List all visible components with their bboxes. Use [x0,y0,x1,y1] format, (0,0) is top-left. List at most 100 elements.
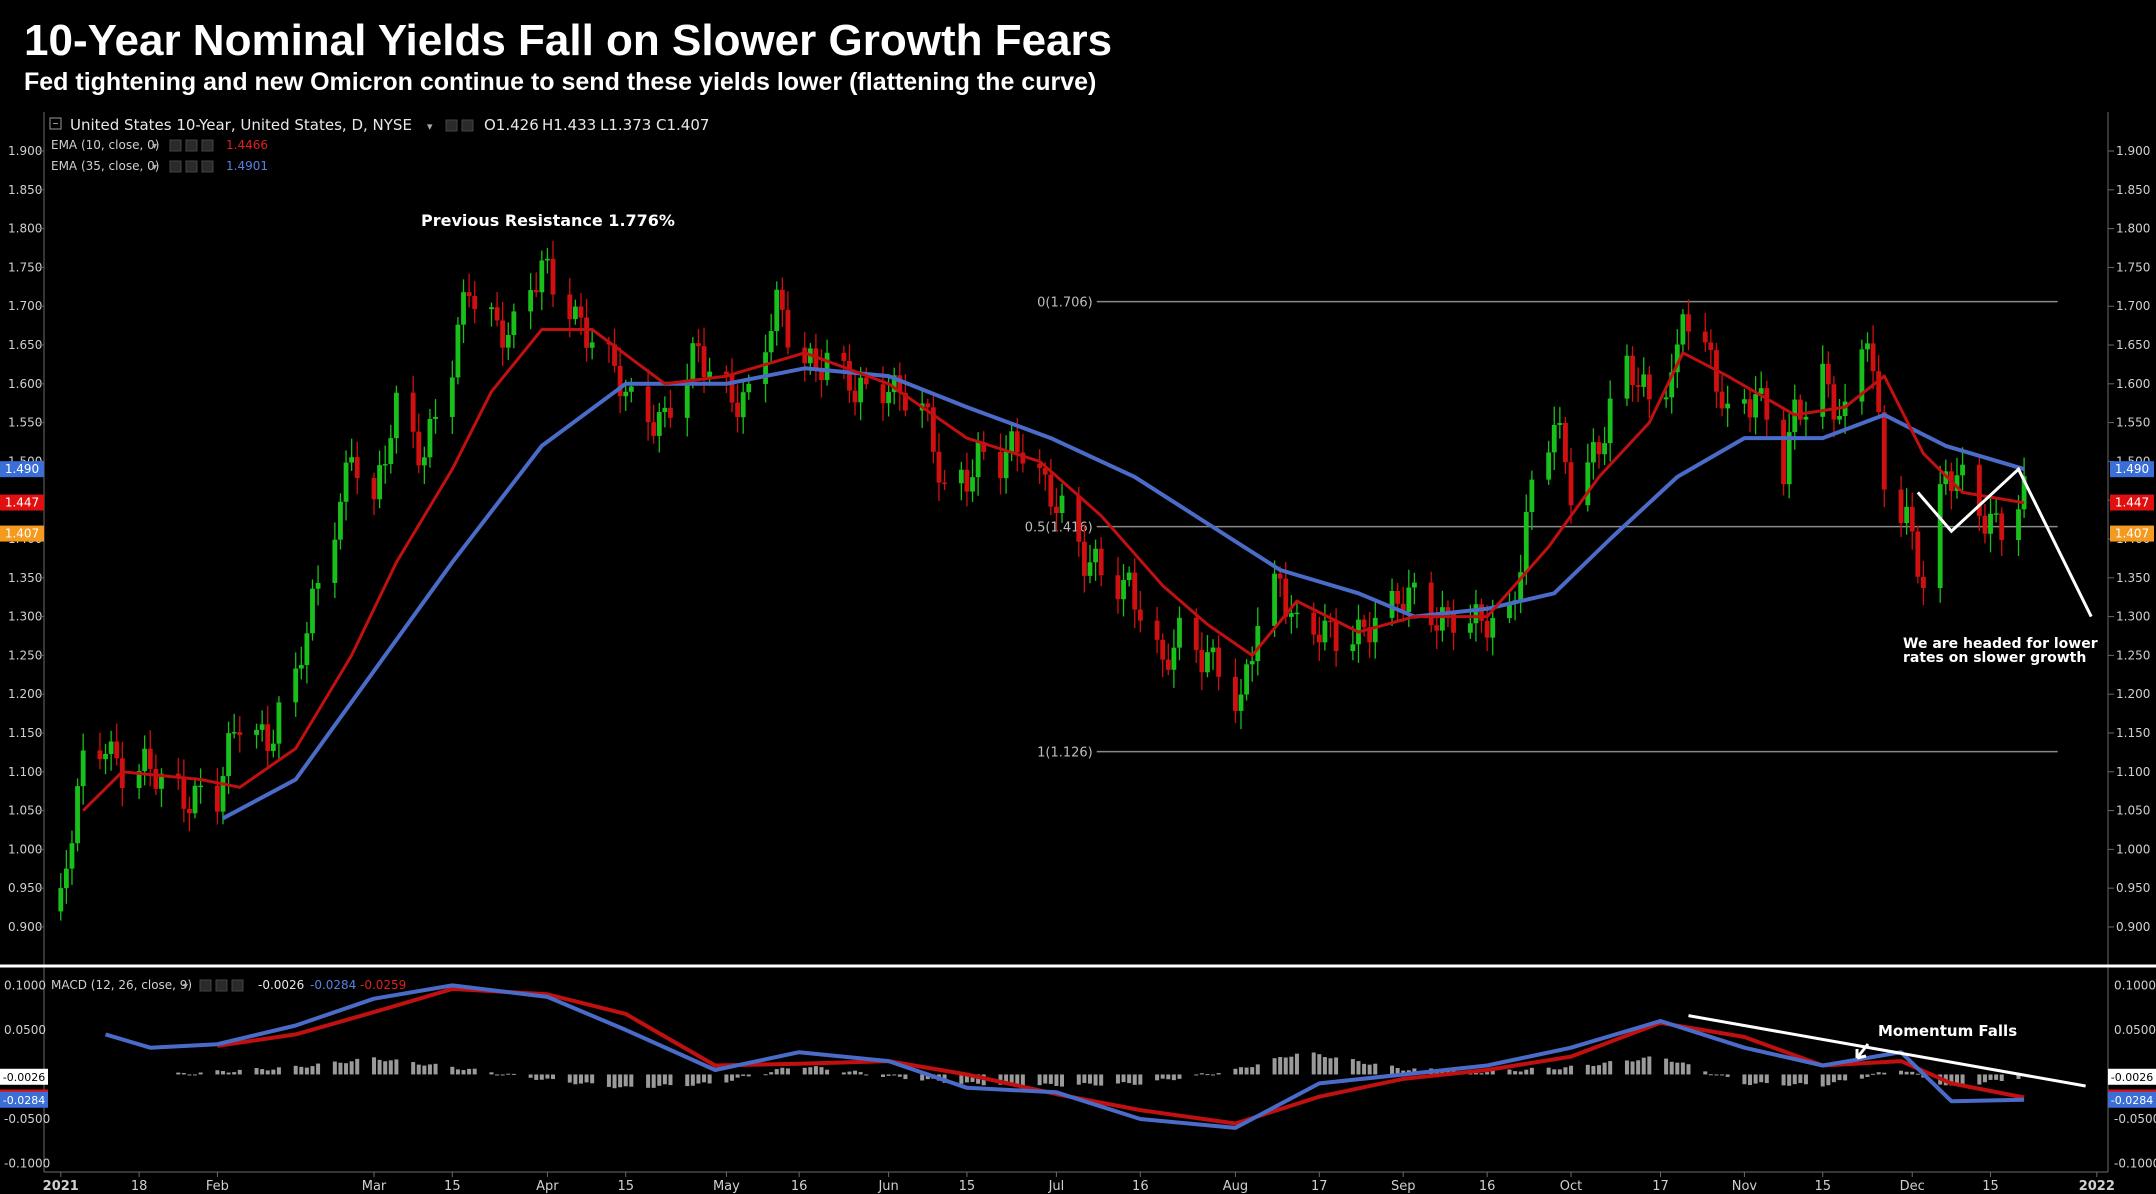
histogram-bar [1048,1074,1053,1084]
histogram-bar [1630,1061,1635,1075]
close-icon[interactable] [201,139,214,152]
histogram-bar [1099,1074,1104,1086]
chart-subtitle: Fed tightening and new Omicron continue … [24,68,1097,96]
candle-body [1831,384,1837,420]
histogram-bar [774,1069,779,1075]
ema-10-line [82,328,2025,812]
histogram-bar [220,1071,225,1075]
candle-body [1674,344,1680,373]
candle-body [159,773,164,789]
histogram-bar [187,1074,192,1076]
histogram-bar [1585,1064,1590,1075]
histogram-bar [1076,1074,1081,1085]
candle-body [1132,572,1138,610]
fib-level-label: 0(1.706) [1037,296,1093,311]
candle-body [863,377,869,385]
eye-icon[interactable] [445,119,458,132]
candle-body [1859,349,1865,402]
candle-body [1316,634,1322,643]
x-tick-label: Dec [1900,1179,1925,1194]
price-badge-left-text: 1.490 [5,462,39,476]
macd-signal-line [217,986,2025,1126]
candle-body [103,753,108,760]
candle-body [1596,442,1602,455]
settings-icon[interactable] [185,139,198,152]
collapse-icon[interactable] [49,117,62,130]
eye-icon[interactable] [169,139,182,152]
candle-body [886,392,892,404]
candle-body [449,377,455,417]
histogram-bar [925,1074,930,1080]
macd-label[interactable]: MACD (12, 26, close, 9) [51,978,192,992]
settings-icon[interactable] [461,119,474,132]
candle-body [763,352,768,384]
x-tick-label: Nov [1732,1179,1758,1194]
candle-body [1747,399,1753,418]
macd-badge-right [2108,1068,2156,1085]
macd-tick-label-right: -0.1000 [2114,1157,2156,1171]
settings-icon[interactable] [185,160,198,173]
close-icon[interactable] [201,160,214,173]
candle-body [1255,625,1261,662]
histogram-bar [1764,1074,1769,1084]
ema10-label[interactable]: EMA (10, close, 0) [51,138,159,152]
histogram-bar [545,1074,550,1079]
histogram-bar [450,1066,455,1075]
histogram-bar [500,1074,505,1076]
candle-body [421,457,427,466]
histogram-bar [1871,1073,1876,1075]
y-tick-label-left: 1.850 [8,183,42,197]
price-badges: 1.490 1.490 1.447 1.447 1.407 1.407 [0,461,2154,542]
histogram-bar [886,1074,891,1076]
histogram-bar [853,1070,858,1075]
candle-body [1725,403,1731,409]
candle-body [343,462,349,502]
candle-body [936,451,942,483]
eye-icon[interactable] [169,160,182,173]
candle-body [1669,372,1675,398]
chevron-down-icon[interactable]: ▾ [183,981,188,992]
chevron-down-icon[interactable]: ▾ [152,162,157,173]
candle-body [1451,612,1456,633]
histogram-bar [1608,1061,1613,1075]
candle-body [1238,694,1244,711]
settings-icon[interactable] [215,979,228,992]
candle-body [1568,462,1574,506]
histogram-bar [1115,1074,1120,1084]
candle-body [97,750,103,760]
x-tick-label: Jul [1048,1179,1065,1194]
candle-body [891,375,897,393]
histogram-bar [1753,1074,1758,1084]
histogram-bar [299,1066,304,1075]
candle-body [1350,644,1356,652]
y-tick-label-left: 1.150 [8,726,42,740]
macd-tick-label-left: 0.0500 [4,1023,46,1037]
eye-icon[interactable] [199,979,212,992]
candlesticks [58,240,2027,921]
candle-body [1233,676,1238,711]
candle-body [220,776,226,812]
candle-body [1372,617,1378,643]
chevron-down-icon[interactable]: ▾ [427,120,433,133]
chevron-down-icon[interactable]: ▾ [152,141,157,152]
candle-body [192,785,198,814]
candle-body [1087,562,1093,576]
chart-frame [0,112,2156,1173]
histogram-bar [1781,1074,1786,1086]
histogram-bar [1272,1058,1277,1075]
histogram-bar [1171,1074,1176,1081]
candle-body [1764,388,1770,420]
y-tick-label-right: 1.250 [2116,648,2150,662]
arrow-icon [1855,1043,1870,1060]
histogram-bar [1546,1067,1551,1075]
fibonacci-levels: 0(1.706) 0.5(1.416) 1(1.126) [1025,296,2058,761]
y-tick-label-right: 1.700 [2116,299,2150,313]
y-tick-label-left: 1.300 [8,610,42,624]
histogram-bar [1602,1062,1607,1075]
histogram-bar [1647,1056,1652,1075]
x-tick-label: Sep [1391,1179,1416,1194]
y-tick-label-right: 1.900 [2116,144,2150,158]
symbol-label[interactable]: United States 10-Year, United States, D,… [70,116,412,134]
close-icon[interactable] [231,979,244,992]
ema35-label[interactable]: EMA (35, close, 0) [51,159,159,173]
